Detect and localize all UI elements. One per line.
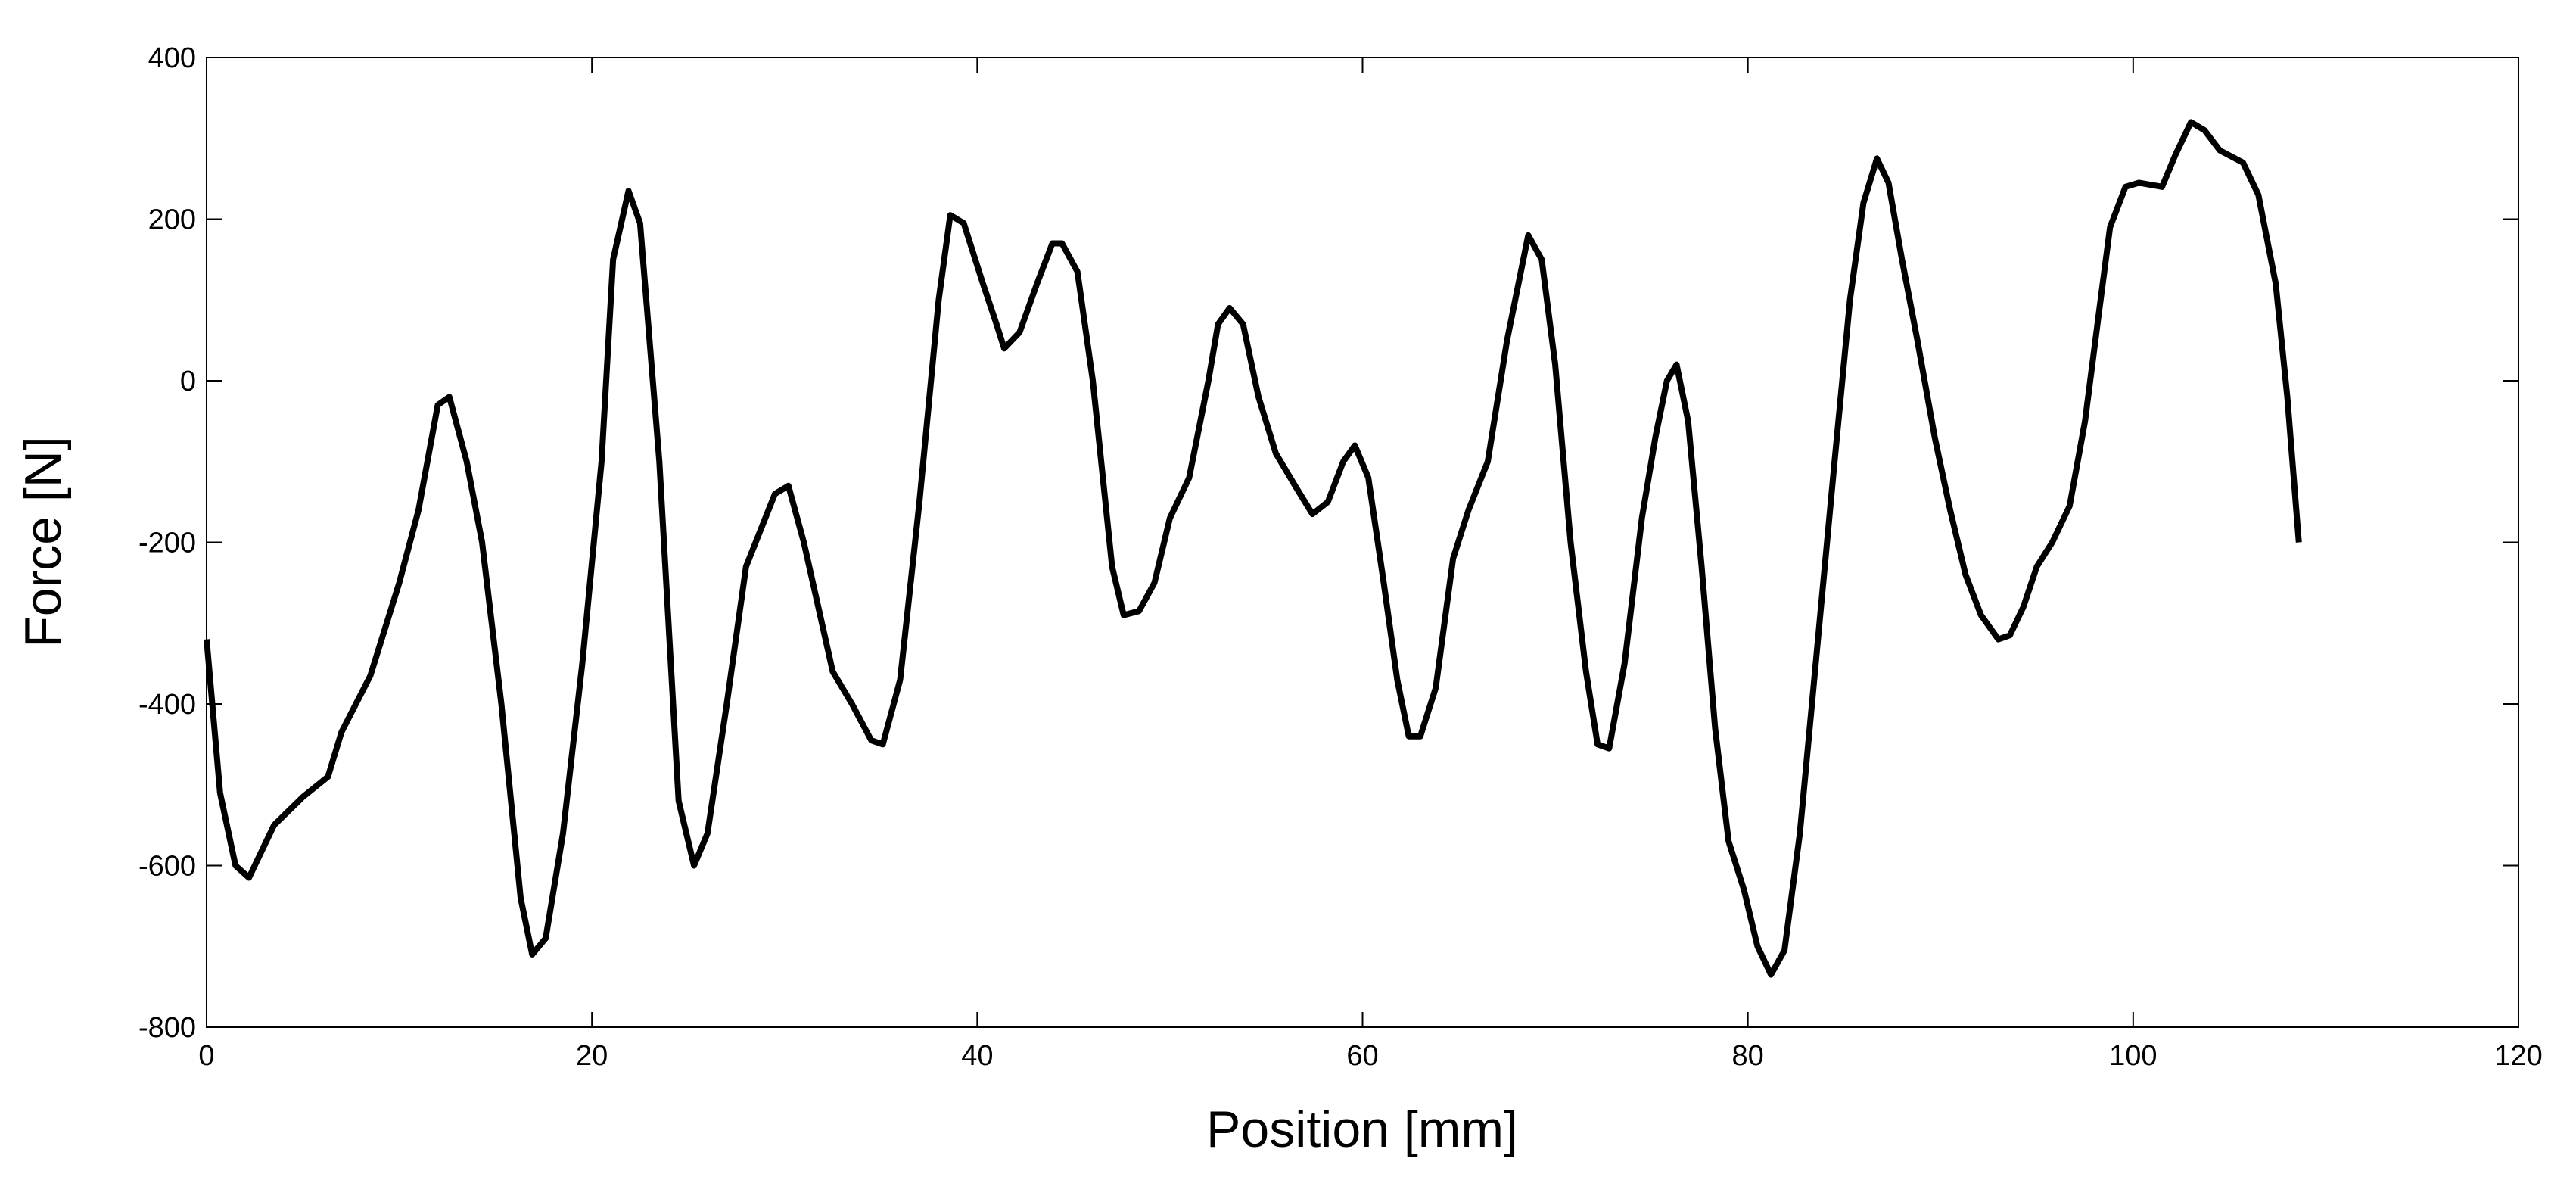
x-tick-label: 40	[961, 1040, 993, 1072]
x-tick-label: 80	[1732, 1040, 1764, 1072]
y-axis-label: Force [N]	[14, 436, 72, 648]
x-tick-label: 120	[2494, 1040, 2542, 1072]
plot-frame	[206, 57, 2519, 1028]
y-tick-label: -600	[138, 851, 196, 883]
x-tick-label: 0	[198, 1040, 214, 1072]
y-tick-label: 200	[148, 204, 196, 236]
y-tick-label: 0	[180, 366, 196, 397]
x-axis-label: Position [mm]	[1206, 1101, 1518, 1158]
x-tick-label: 100	[2109, 1040, 2157, 1072]
y-tick-label: 400	[148, 42, 196, 74]
x-tick-label: 20	[576, 1040, 608, 1072]
y-tick-label: -200	[138, 528, 196, 559]
y-tick-label: -400	[138, 689, 196, 721]
data-line	[204, 119, 2302, 978]
y-tick-label: -800	[138, 1012, 196, 1044]
x-tick-label: 60	[1346, 1040, 1378, 1072]
